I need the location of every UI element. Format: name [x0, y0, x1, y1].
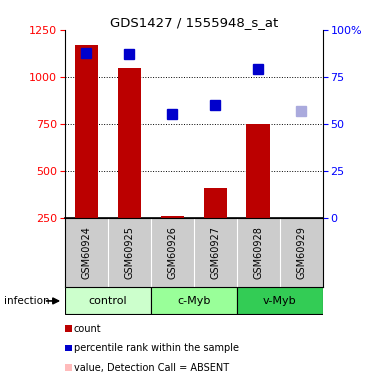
Text: v-Myb: v-Myb: [263, 296, 296, 306]
Text: value, Detection Call = ABSENT: value, Detection Call = ABSENT: [74, 363, 229, 372]
Bar: [246, 124, 270, 218]
Text: infection: infection: [4, 296, 49, 306]
Bar: [75, 45, 98, 218]
Text: control: control: [89, 296, 127, 306]
Text: GSM60928: GSM60928: [253, 226, 263, 279]
Bar: [151, 287, 237, 314]
Text: GSM60929: GSM60929: [296, 226, 306, 279]
Title: GDS1427 / 1555948_s_at: GDS1427 / 1555948_s_at: [110, 16, 278, 29]
Bar: [65, 287, 151, 314]
Text: count: count: [74, 324, 101, 333]
Text: percentile rank within the sample: percentile rank within the sample: [74, 343, 239, 353]
Bar: [204, 188, 227, 218]
Bar: [237, 287, 323, 314]
Text: GSM60927: GSM60927: [210, 226, 220, 279]
Text: c-Myb: c-Myb: [177, 296, 210, 306]
Text: GSM60925: GSM60925: [124, 226, 134, 279]
Text: GSM60926: GSM60926: [167, 226, 177, 279]
Bar: [118, 68, 141, 218]
Bar: [161, 216, 184, 217]
Text: GSM60924: GSM60924: [81, 226, 91, 279]
